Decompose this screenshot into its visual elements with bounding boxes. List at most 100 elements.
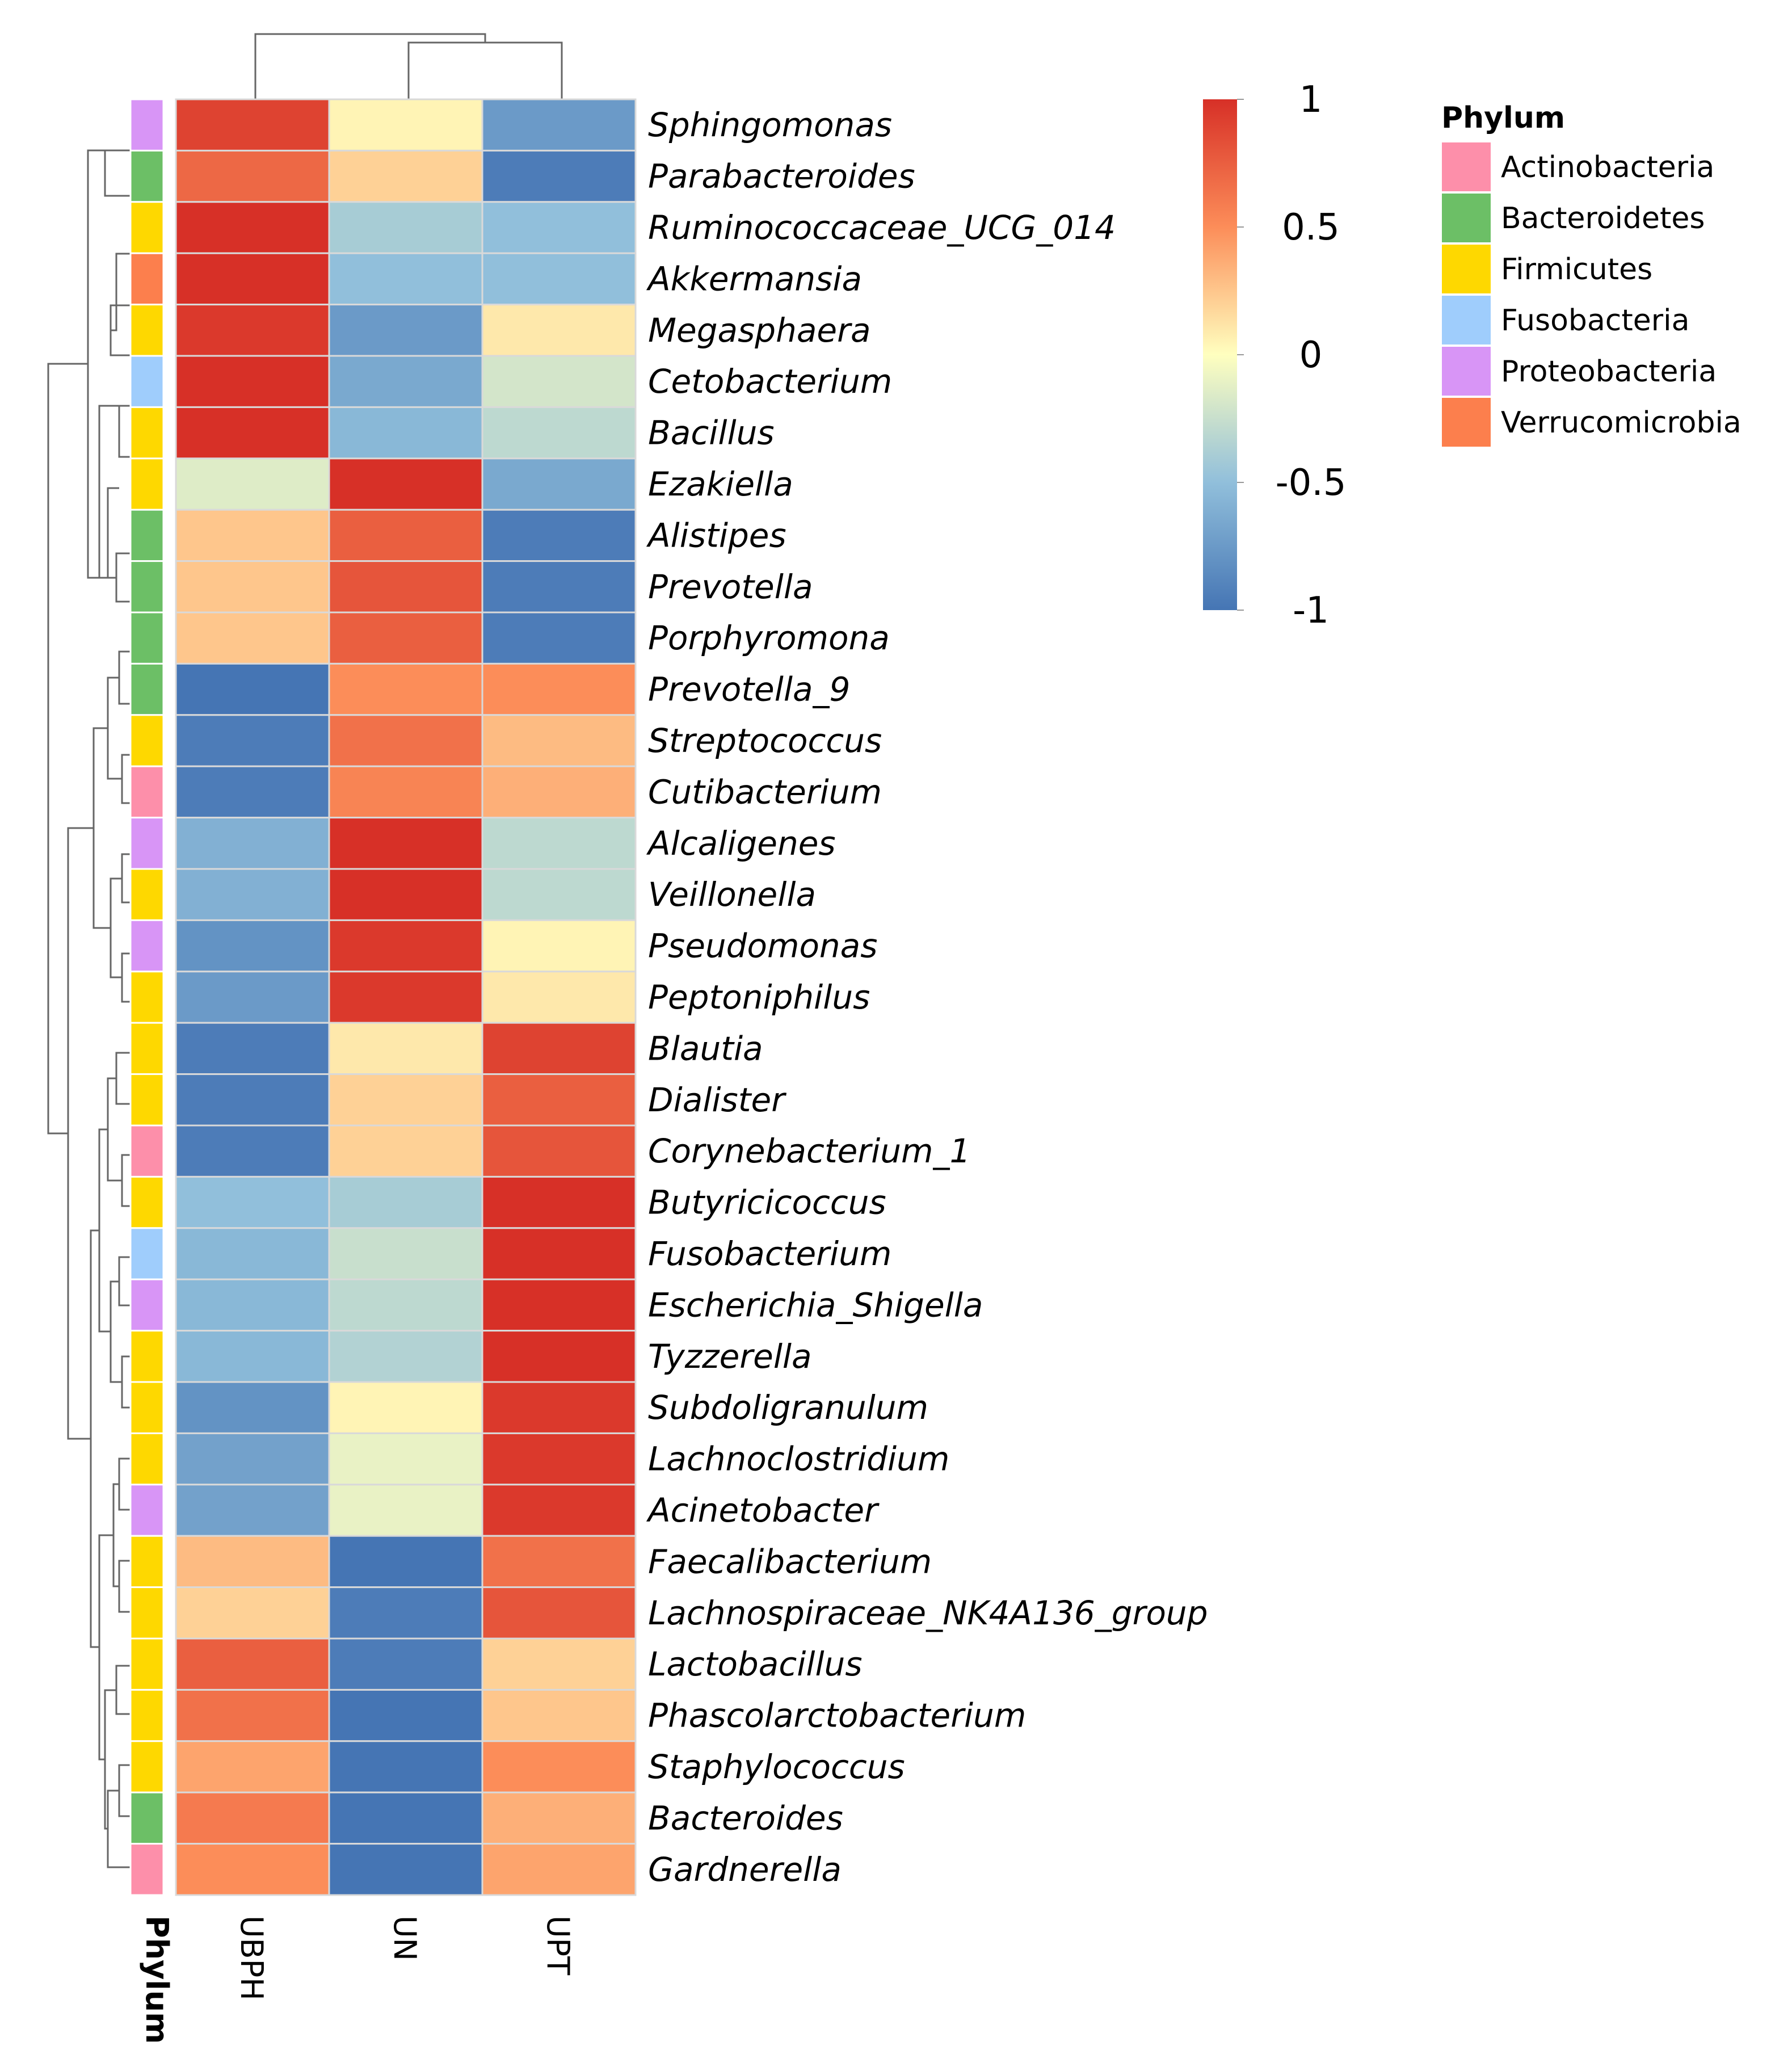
heatmap-cell [328,817,483,870]
phylum-annotation-cell [129,1330,165,1383]
column-label: UPT [540,1915,576,1976]
heatmap-cell [175,1022,330,1076]
heatmap-cell [175,1278,330,1332]
heatmap-cell [175,1535,330,1589]
heatmap-cell [328,1227,483,1280]
row-label: Staphylococcus [648,1747,905,1786]
phylum-annotation-cell [129,1227,165,1280]
heatmap-cell [328,714,483,767]
phylum-annotation-cell [129,355,165,408]
legend-label: Bacteroidetes [1501,201,1705,236]
heatmap-cell [481,304,637,357]
heatmap-cell [175,1791,330,1845]
row-label: Corynebacterium_1 [648,1132,970,1170]
phylum-annotation-cell [129,1124,165,1178]
legend-swatch [1441,243,1492,295]
heatmap-cell [175,1688,330,1742]
row-label: Cutibacterium [648,772,882,811]
phylum-annotation-cell [129,765,165,819]
heatmap-cell [328,1381,483,1434]
row-labels: Sphingomonas Parabacteroides Ruminococcace… [646,106,1208,1889]
heatmap-cell [328,919,483,973]
row-label: Lachnospiraceae_NK4A136_group [648,1594,1208,1632]
heatmap-cell [328,1073,483,1127]
heatmap-cell [481,1124,637,1178]
phylum-annotation-cell [129,1484,165,1537]
heatmap-cell [328,1688,483,1742]
heatmap-cell [481,98,637,152]
heatmap-cell [328,868,483,921]
phylum-annotation-cell [129,149,165,203]
heatmap-cell [481,662,637,716]
phylum-annotation-cell [129,1022,165,1076]
phylum-legend: Phylum Actinobacteria Bacteroidetes Firmic… [1441,101,1741,448]
heatmap-cell [175,611,330,665]
phylum-annotation-cell [129,406,165,460]
heatmap-cell [481,1432,637,1486]
heatmap-cell [481,1278,637,1332]
heatmap-cell [175,98,330,152]
row-label: Megasphaera [648,311,871,350]
heatmap-cell [175,817,330,870]
phylum-annotation-cell [129,919,165,973]
heatmap-cell [175,765,330,819]
color-scale-tick-label: 0 [1299,334,1323,376]
row-label: Cetobacterium [648,362,892,401]
row-label: Ezakiella [648,465,793,503]
row-label: Phascolarctobacterium [648,1696,1026,1735]
row-label: Bacteroides [648,1799,843,1837]
phylum-annotation-cell [129,1740,165,1793]
heatmap-cell [328,1535,483,1589]
column-labels: UBPH UN UPT [234,1915,576,2001]
phylum-annotation-cell [129,611,165,665]
legend-label: Verrucomicrobia [1501,406,1741,440]
heatmap-cell [175,509,330,562]
heatmap-cell [328,1432,483,1486]
heatmap-cell [481,149,637,203]
row-label: Escherichia_Shigella [648,1286,983,1324]
heatmap-cell [175,868,330,921]
heatmap-cell [481,817,637,870]
row-label: Streptococcus [648,721,882,760]
heatmap-cell [481,457,637,511]
heatmap-cell [175,1330,330,1383]
heatmap-cell [175,1227,330,1280]
heatmap-cell [481,1073,637,1127]
heatmap-cell [175,560,330,614]
legend-label: Proteobacteria [1501,355,1717,389]
row-label: Subdoligranulum [648,1388,928,1427]
phylum-annotation-cell [129,1791,165,1845]
heatmap-cell [328,252,483,306]
heatmap-cell [328,765,483,819]
row-label: Sphingomonas [648,106,892,144]
row-label: Fusobacterium [648,1234,891,1273]
row-label: Porphyromona [648,619,890,657]
phylum-annotation-cell [129,1688,165,1742]
row-label: Faecalibacterium [648,1542,932,1581]
heatmap-cell [328,662,483,716]
phylum-annotation-cell [129,509,165,562]
heatmap-cell [328,1022,483,1076]
heatmap-cell [481,201,637,254]
heatmap-cell [328,304,483,357]
heatmap-cell [175,355,330,408]
heatmap-cell [175,1586,330,1640]
legend-label: Fusobacteria [1501,304,1689,338]
heatmap-cells [175,98,637,1896]
heatmap-cell [481,1740,637,1793]
legend-swatch [1441,346,1492,397]
phylum-annotation-cell [129,1637,165,1691]
heatmap-cell [481,611,637,665]
heatmap-cell [481,919,637,973]
row-label: Butyricicoccus [648,1183,886,1222]
phylum-annotation-cell [129,1432,165,1486]
heatmap-cell [481,714,637,767]
row-label: Alcaligenes [646,824,836,863]
color-scale-tick-label: 0.5 [1282,207,1340,249]
heatmap-cell [481,1535,637,1589]
phylum-annotation-cell [129,714,165,767]
heatmap-cell [481,560,637,614]
heatmap-cell [175,1432,330,1486]
heatmap-cell [328,509,483,562]
heatmap-cell [481,406,637,460]
